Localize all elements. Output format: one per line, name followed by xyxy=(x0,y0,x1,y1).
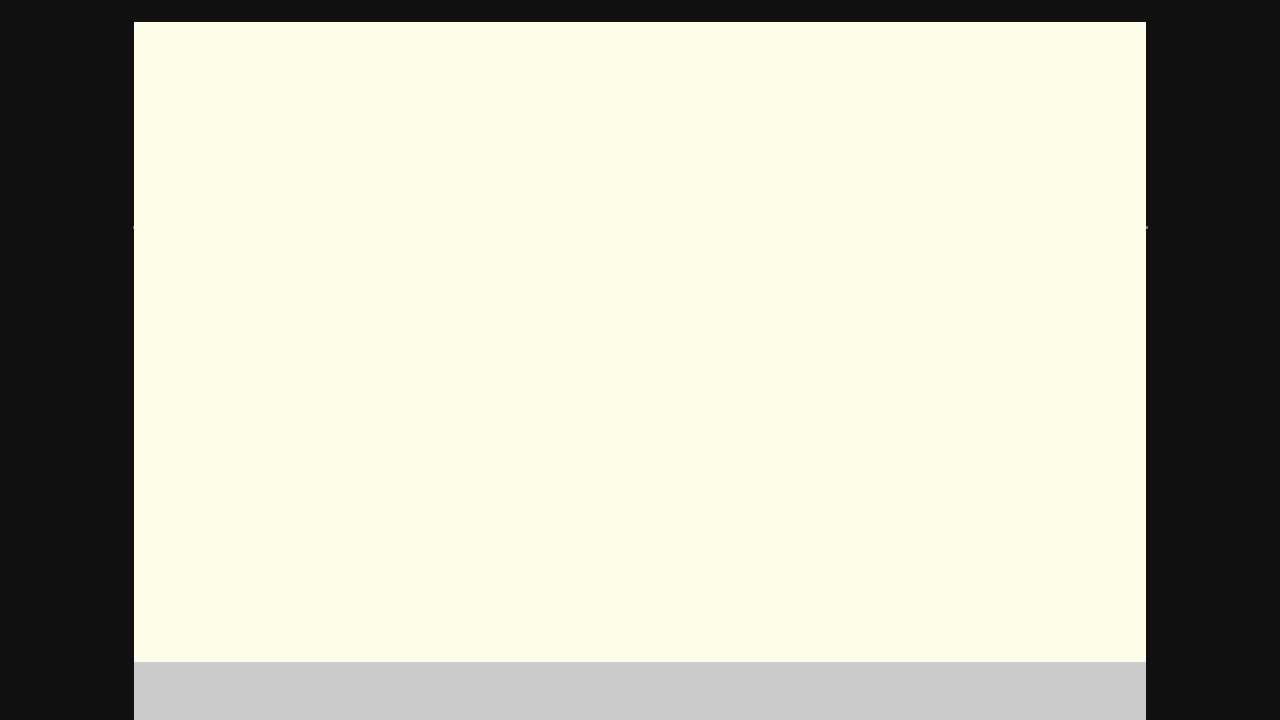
Text: 1 mol H2O: 1 mol H2O xyxy=(740,467,878,491)
FancyArrow shape xyxy=(182,271,238,298)
Text: 59 g: 59 g xyxy=(1011,395,1069,419)
Text: 4 mol NH3: 4 mol NH3 xyxy=(506,467,644,491)
Text: of NH3 are combined with excess oxygen?: of NH3 are combined with excess oxygen? xyxy=(228,298,856,324)
Text: Stoichiometry Question (3): Stoichiometry Question (3) xyxy=(364,48,916,82)
Text: H2O: H2O xyxy=(1011,467,1068,491)
Text: 18.02 g H2O: 18.02 g H2O xyxy=(740,395,904,419)
Text: 4 NH3  +  5 O2   □   6 H2O  +  4 NO: 4 NH3 + 5 O2 □ 6 H2O + 4 NO xyxy=(312,135,968,168)
Text: =: = xyxy=(965,423,993,456)
Text: 6 mol H2O: 6 mol H2O xyxy=(506,395,644,419)
Text: 2.2 mol NH3: 2.2 mol NH3 xyxy=(246,427,410,451)
Text: How many grams of H2O are produced if 2.2 mol: How many grams of H2O are produced if 2.… xyxy=(228,261,952,287)
FancyBboxPatch shape xyxy=(1060,209,1130,248)
